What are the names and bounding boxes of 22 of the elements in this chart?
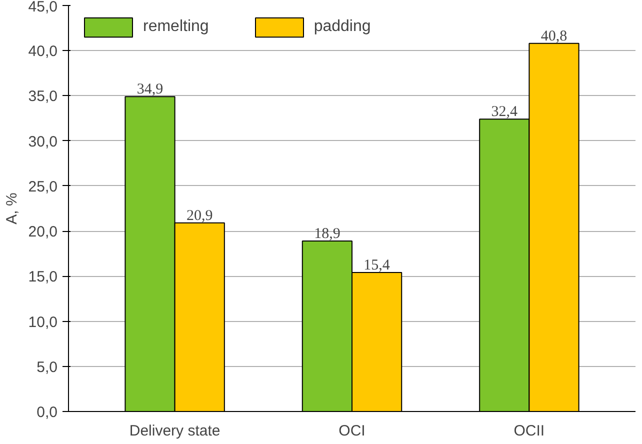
y-tick-label: 40,0 <box>28 43 58 60</box>
y-tick-label: 0,0 <box>36 404 58 421</box>
data-label: 15,4 <box>364 258 390 274</box>
y-tick-label: 30,0 <box>28 133 58 150</box>
y-axis-title: A, % <box>3 192 20 224</box>
x-tick-label: Delivery state <box>129 422 220 440</box>
y-tick-label: 20,0 <box>28 224 58 241</box>
legend-label: remelting <box>143 18 209 36</box>
x-tick-label: OCI <box>338 422 366 440</box>
data-label: 40,8 <box>540 28 568 44</box>
data-label: 20,9 <box>186 208 213 224</box>
y-tick-label: 45,0 <box>28 0 58 16</box>
data-label: 18,9 <box>314 226 340 242</box>
data-label: 34,9 <box>136 82 164 98</box>
legend-label: padding <box>314 18 371 36</box>
y-tick-label: 10,0 <box>28 314 58 331</box>
y-tick-label: 15,0 <box>28 268 58 286</box>
x-tick-label: OCII <box>514 422 545 440</box>
y-tick-label: 25,0 <box>28 178 58 196</box>
data-label: 32,4 <box>491 104 518 120</box>
y-tick-label: 35,0 <box>28 88 58 106</box>
y-tick-label: 5,0 <box>36 358 58 376</box>
